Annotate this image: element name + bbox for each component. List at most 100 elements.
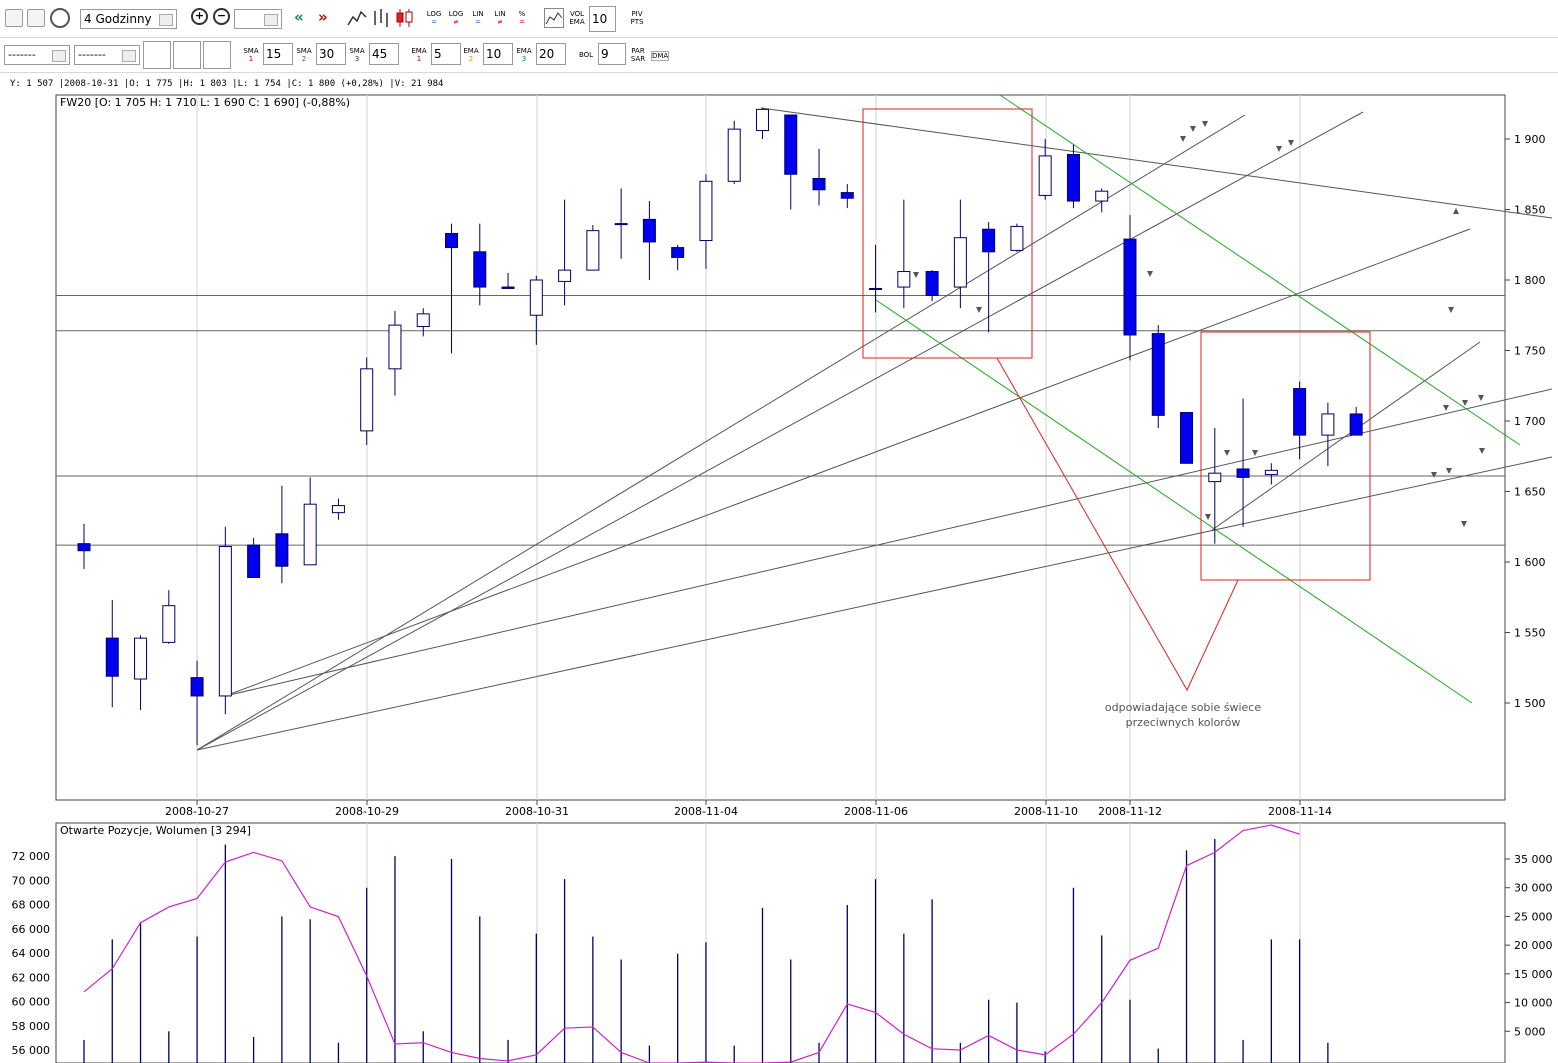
x-tick-label: 2008-10-29	[335, 805, 399, 818]
trend-line	[224, 228, 1471, 697]
left-tick-label: 60 000	[12, 996, 51, 1009]
open-interest-line	[83, 824, 1300, 1063]
right-tick-label: 35 000	[1514, 853, 1553, 866]
left-tick-label: 72 000	[12, 850, 51, 863]
scroll-left-icon[interactable]: «	[294, 8, 304, 26]
right-tick-label: 5 000	[1514, 1025, 1546, 1038]
y-tick-label: 1 850	[1514, 204, 1546, 217]
marker-arrow-icon	[1224, 450, 1230, 456]
zoom-in-icon[interactable]: +	[191, 8, 208, 25]
bearish-candle	[247, 544, 261, 579]
green-channel-line	[875, 299, 1473, 704]
ema-3-input[interactable]: 20	[536, 43, 566, 65]
line-style-select-2[interactable]: -------	[74, 45, 140, 65]
candle-chart-icon[interactable]	[395, 8, 415, 28]
chevron-down-icon	[264, 14, 278, 26]
main-toolbar: 4 Godzinny + − « » LOG = LOG ≠ LIN = LIN ≠ %…	[0, 0, 1558, 38]
bearish-candle	[190, 677, 204, 697]
zoom-out-icon[interactable]: −	[213, 8, 230, 25]
lin-eq-button[interactable]: LIN =	[468, 10, 488, 26]
bearish-candle	[275, 533, 289, 567]
log-neq-button[interactable]: LOG ≠	[446, 10, 466, 26]
period-select[interactable]: 4 Godzinny	[80, 9, 177, 29]
marker-arrow-icon	[1431, 472, 1437, 478]
left-tick-label: 56 000	[12, 1044, 51, 1057]
bullish-candle	[1010, 225, 1024, 251]
lin-eq-bottom: =	[475, 18, 481, 26]
trend-line	[1211, 341, 1481, 531]
marker-arrow-icon	[976, 307, 982, 313]
lin-neq-button[interactable]: LIN ≠	[490, 10, 510, 26]
connector-line	[996, 357, 1239, 692]
log-neq-bottom: ≠	[453, 18, 459, 26]
parabolic-sar-button[interactable]: PAR SAR	[630, 47, 646, 63]
left-tick-label: 68 000	[12, 899, 51, 912]
x-tick-label: 2008-11-04	[674, 805, 738, 818]
volume-oi-panel: 56 000 58 000 60 000 62 000 64 000 66 000 68 0…	[12, 822, 1553, 1063]
left-tick-label: 58 000	[12, 1020, 51, 1033]
sma-3-number: 3	[354, 55, 360, 63]
ema-1-text: EMA	[411, 47, 427, 55]
marker-arrow-icon	[1205, 514, 1211, 520]
ema-2-number: 2	[468, 55, 474, 63]
scroll-right-icon[interactable]: »	[318, 8, 328, 26]
line-style-select-1[interactable]: -------	[4, 45, 70, 65]
ema-1-input[interactable]: 5	[431, 43, 461, 65]
bullish-candle	[897, 271, 911, 288]
color-box-1[interactable]	[143, 41, 171, 69]
y-tick-label: 1 500	[1514, 697, 1546, 710]
y-tick-label: 1 700	[1514, 415, 1546, 428]
bearish-candle	[501, 286, 515, 289]
line-style-select-1-value: -------	[8, 48, 36, 61]
ohlc-chart-icon[interactable]	[371, 8, 391, 28]
bearish-candle	[671, 247, 685, 258]
bearish-candle	[1236, 468, 1250, 478]
bullish-candle	[1321, 413, 1335, 436]
log-neq-top: LOG	[448, 10, 464, 18]
bol-label: BOL	[578, 51, 594, 59]
dma-button[interactable]: DMA	[651, 51, 669, 61]
color-box-2[interactable]	[173, 41, 201, 69]
sma-2-text: SMA	[296, 47, 312, 55]
log-eq-button[interactable]: LOG =	[424, 10, 444, 26]
sma-1-input[interactable]: 15	[263, 43, 293, 65]
chart-window-icon[interactable]	[5, 9, 23, 27]
y-tick-label: 1 650	[1514, 486, 1546, 499]
bearish-candle	[1349, 413, 1363, 436]
color-box-3[interactable]	[203, 41, 231, 69]
sma-2-input[interactable]: 30	[316, 43, 346, 65]
clock-icon[interactable]	[50, 8, 70, 28]
bol-input[interactable]: 9	[598, 43, 626, 65]
zoom-select[interactable]	[234, 9, 282, 29]
trend-line	[224, 388, 1553, 697]
chevron-down-icon	[52, 50, 66, 62]
sma-3-text: SMA	[349, 47, 365, 55]
highlight-box	[1200, 331, 1371, 581]
marker-arrow-icon	[1443, 405, 1449, 411]
ema-2-input[interactable]: 10	[483, 43, 513, 65]
marker-arrow-icon	[1478, 395, 1484, 401]
ema-1-label: EMA 1	[409, 47, 429, 63]
bullish-candle	[303, 503, 317, 566]
right-tick-label: 25 000	[1514, 910, 1553, 923]
bullish-candle	[1208, 472, 1222, 483]
chevron-down-icon	[159, 14, 173, 26]
bearish-candle	[105, 637, 119, 677]
y-tick-label: 1 750	[1514, 345, 1546, 358]
bullish-candle	[529, 279, 543, 316]
line-chart-icon[interactable]	[347, 8, 367, 28]
sma-3-input[interactable]: 45	[369, 43, 399, 65]
bullish-candle	[586, 230, 600, 271]
multi-window-icon[interactable]	[27, 9, 45, 27]
percent-button[interactable]: % =	[512, 10, 532, 26]
marker-arrow-icon	[1462, 400, 1468, 406]
pivot-points-button[interactable]: PIV PTS	[630, 10, 644, 26]
volume-chart-icon[interactable]	[544, 8, 564, 28]
annotation-text: odpowiadające sobie świece	[1105, 701, 1261, 714]
bullish-candle	[1038, 155, 1052, 196]
vol-ema-input[interactable]: 10	[589, 6, 616, 32]
marker-arrow-icon	[1147, 271, 1153, 277]
bearish-candle	[840, 192, 854, 199]
main-price-panel: 2008-10-27 2008-10-29 2008-10-31 2008-11-04…	[55, 94, 1553, 818]
sma-1-label: SMA 1	[241, 47, 261, 63]
